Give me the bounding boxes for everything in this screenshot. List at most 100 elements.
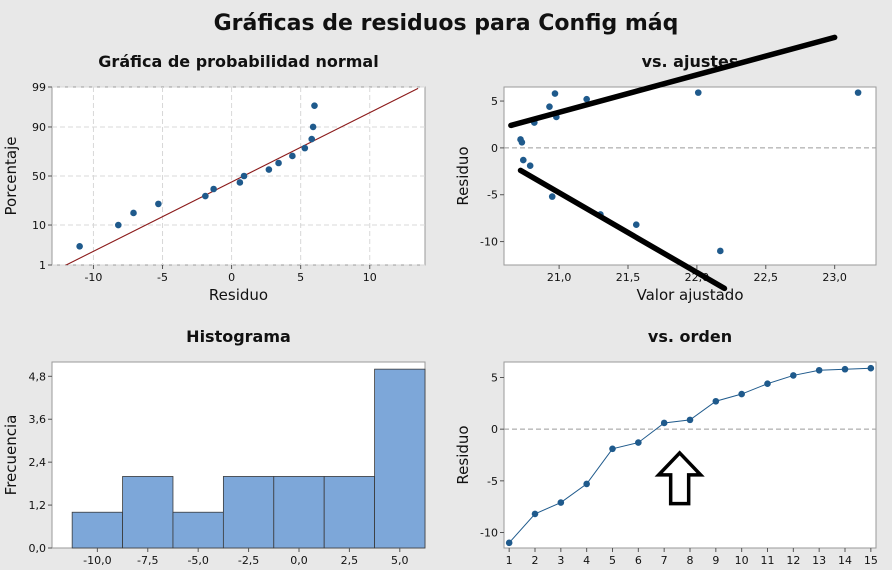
normal-plot-x-axis-label: Residuo [209,286,268,304]
order-plot-x-tick-label: 3 [557,554,564,567]
histogram-bar [374,368,426,549]
normal-plot-x-tick-label: 5 [297,271,304,284]
normal-plot-y-axis-label: Porcentaje [2,137,20,216]
fits-plot-point [546,103,553,110]
order-plot-x-tick-label: 12 [786,554,800,567]
normal-plot-point [202,192,209,200]
fits-plot-point [518,138,526,146]
normal-plot-y-tick-label: 1 [39,259,46,272]
order-plot-y-tick-label: 5 [491,372,498,385]
normal-plot-point [275,159,282,167]
normal-plot-point [309,123,317,131]
normal-plot-point [240,172,248,180]
histogram-panel: Histograma Frecuencia -10,0 -7,5 -5,0 -2,5 0,0… [2,327,426,567]
fits-plot-point [854,89,862,96]
normal-plot-point [301,144,309,152]
histogram-bar [323,476,375,549]
histogram-y-tick-label: 4,8 [29,370,47,383]
order-plot-point [583,480,590,488]
histogram-x-tick-label: -2,5 [238,554,259,567]
fits-plot-point [583,95,590,103]
order-plot-point [841,365,849,373]
order-plot-y-tick-label: -10 [480,527,498,540]
histogram-bar [71,511,123,549]
normal-plot-y-tick-label: 50 [32,170,46,183]
histogram-title: Histograma [186,327,291,346]
fits-plot-point [519,156,527,164]
fits-plot-panel: vs. ajustes Valor ajustado Residuo 21,0 21,5… [454,52,877,304]
order-plot-point [815,366,823,374]
order-plot-point [686,416,694,424]
order-plot-point [635,439,642,446]
order-plot-point [764,380,771,388]
order-plot-title: vs. orden [648,327,732,346]
fits-plot-y-tick-label: 5 [491,95,498,108]
fits-plot-point [632,221,640,229]
histogram-x-tick-label: 2,5 [341,554,359,567]
order-plot-y-tick-label: -5 [487,475,498,488]
fits-plot-annotation-line [508,34,838,129]
order-plot-point [505,539,513,547]
order-plot-arrow-annotation [654,450,705,506]
fits-plot-y-tick-label: -5 [487,189,498,202]
normal-plot-y-tick-label: 10 [32,219,46,232]
fits-plot-x-tick-label: 23,0 [822,271,847,284]
order-plot-point [609,445,616,453]
normal-plot-title: Gráfica de probabilidad normal [98,52,378,71]
order-plot-x-tick-label: 4 [583,554,590,567]
order-plot-x-tick-label: 11 [761,554,775,567]
order-plot-x-tick-label: 7 [661,554,668,567]
fits-plot-y-tick-label: 0 [491,142,498,155]
normal-plot-point [130,209,137,217]
normal-plot-y-tick-label: 90 [32,121,46,134]
fits-plot-y-axis-label: Residuo [454,146,472,205]
fits-plot-annotation-line [517,167,728,292]
normal-plot-x-tick-label: 10 [363,271,377,284]
normal-plot-point [155,200,162,208]
order-plot-x-tick-label: 6 [635,554,642,567]
normal-plot-reference-line [64,87,419,265]
histogram-y-tick-label: 0,0 [29,542,47,555]
fits-plot-x-tick-label: 21,5 [616,271,641,284]
fits-plot-point [717,247,724,255]
order-plot-point [738,390,745,398]
order-plot-y-tick-label: 0 [491,423,498,436]
order-plot-x-tick-label: 9 [712,554,719,567]
normal-plot-x-tick-label: -5 [157,271,168,284]
normal-plot-point [210,185,217,193]
order-plot-x-tick-label: 5 [609,554,616,567]
histogram-x-tick-label: -7,5 [137,554,158,567]
order-plot-point [531,510,539,518]
fits-plot-x-tick-label: 22,5 [754,271,779,284]
histogram-x-tick-label: -10,0 [83,554,111,567]
histogram-x-tick-label: 5,0 [391,554,409,567]
order-plot-x-tick-label: 14 [838,554,852,567]
fits-plot-plot-area [503,86,877,266]
fits-plot-point [526,162,534,169]
normal-plot-point [115,221,122,229]
histogram-bar [172,511,224,549]
order-plot-point [790,372,797,379]
order-plot-point [867,364,875,372]
fits-plot-x-axis-label: Valor ajustado [636,286,743,304]
histogram-bar [222,476,275,549]
fits-plot-y-tick-label: -10 [480,236,498,249]
normal-plot-panel: Gráfica de probabilidad normal Residuo Por… [2,52,426,304]
order-plot-point [660,419,668,427]
normal-plot-point [289,152,296,160]
normal-plot-point [311,102,318,109]
normal-plot-x-tick-label: -10 [84,271,102,284]
normal-plot-point [265,166,273,173]
histogram-x-tick-label: 0,0 [290,554,308,567]
order-plot-point [557,499,565,506]
histogram-y-tick-label: 3,6 [29,413,47,426]
order-plot-point [712,397,720,405]
histogram-x-tick-label: -5,0 [187,554,208,567]
fits-plot-point [694,89,702,96]
histogram-y-tick-label: 1,2 [29,499,47,512]
order-plot-x-tick-label: 10 [735,554,749,567]
order-plot-x-tick-label: 13 [812,554,826,567]
normal-plot-y-tick-label: 99 [32,81,46,94]
